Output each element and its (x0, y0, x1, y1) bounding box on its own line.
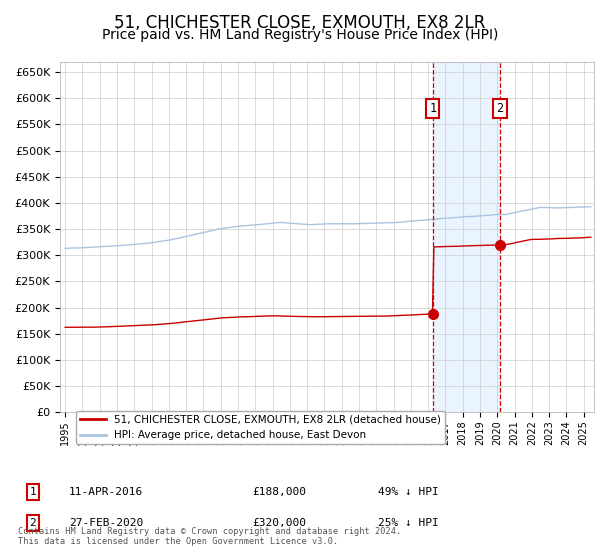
Text: Price paid vs. HM Land Registry's House Price Index (HPI): Price paid vs. HM Land Registry's House … (102, 28, 498, 42)
Text: 51, CHICHESTER CLOSE, EXMOUTH, EX8 2LR: 51, CHICHESTER CLOSE, EXMOUTH, EX8 2LR (115, 14, 485, 32)
Text: 1: 1 (29, 487, 37, 497)
Text: 11-APR-2016: 11-APR-2016 (69, 487, 143, 497)
Text: 2: 2 (29, 518, 37, 528)
Text: Contains HM Land Registry data © Crown copyright and database right 2024.
This d: Contains HM Land Registry data © Crown c… (18, 526, 401, 546)
Text: £320,000: £320,000 (252, 518, 306, 528)
Text: 25% ↓ HPI: 25% ↓ HPI (378, 518, 439, 528)
Text: 1: 1 (429, 102, 436, 115)
Text: 2: 2 (496, 102, 503, 115)
Text: 49% ↓ HPI: 49% ↓ HPI (378, 487, 439, 497)
Legend: 51, CHICHESTER CLOSE, EXMOUTH, EX8 2LR (detached house), HPI: Average price, det: 51, CHICHESTER CLOSE, EXMOUTH, EX8 2LR (… (76, 411, 445, 444)
Text: 27-FEB-2020: 27-FEB-2020 (69, 518, 143, 528)
Text: £188,000: £188,000 (252, 487, 306, 497)
Bar (433, 62, 500, 412)
